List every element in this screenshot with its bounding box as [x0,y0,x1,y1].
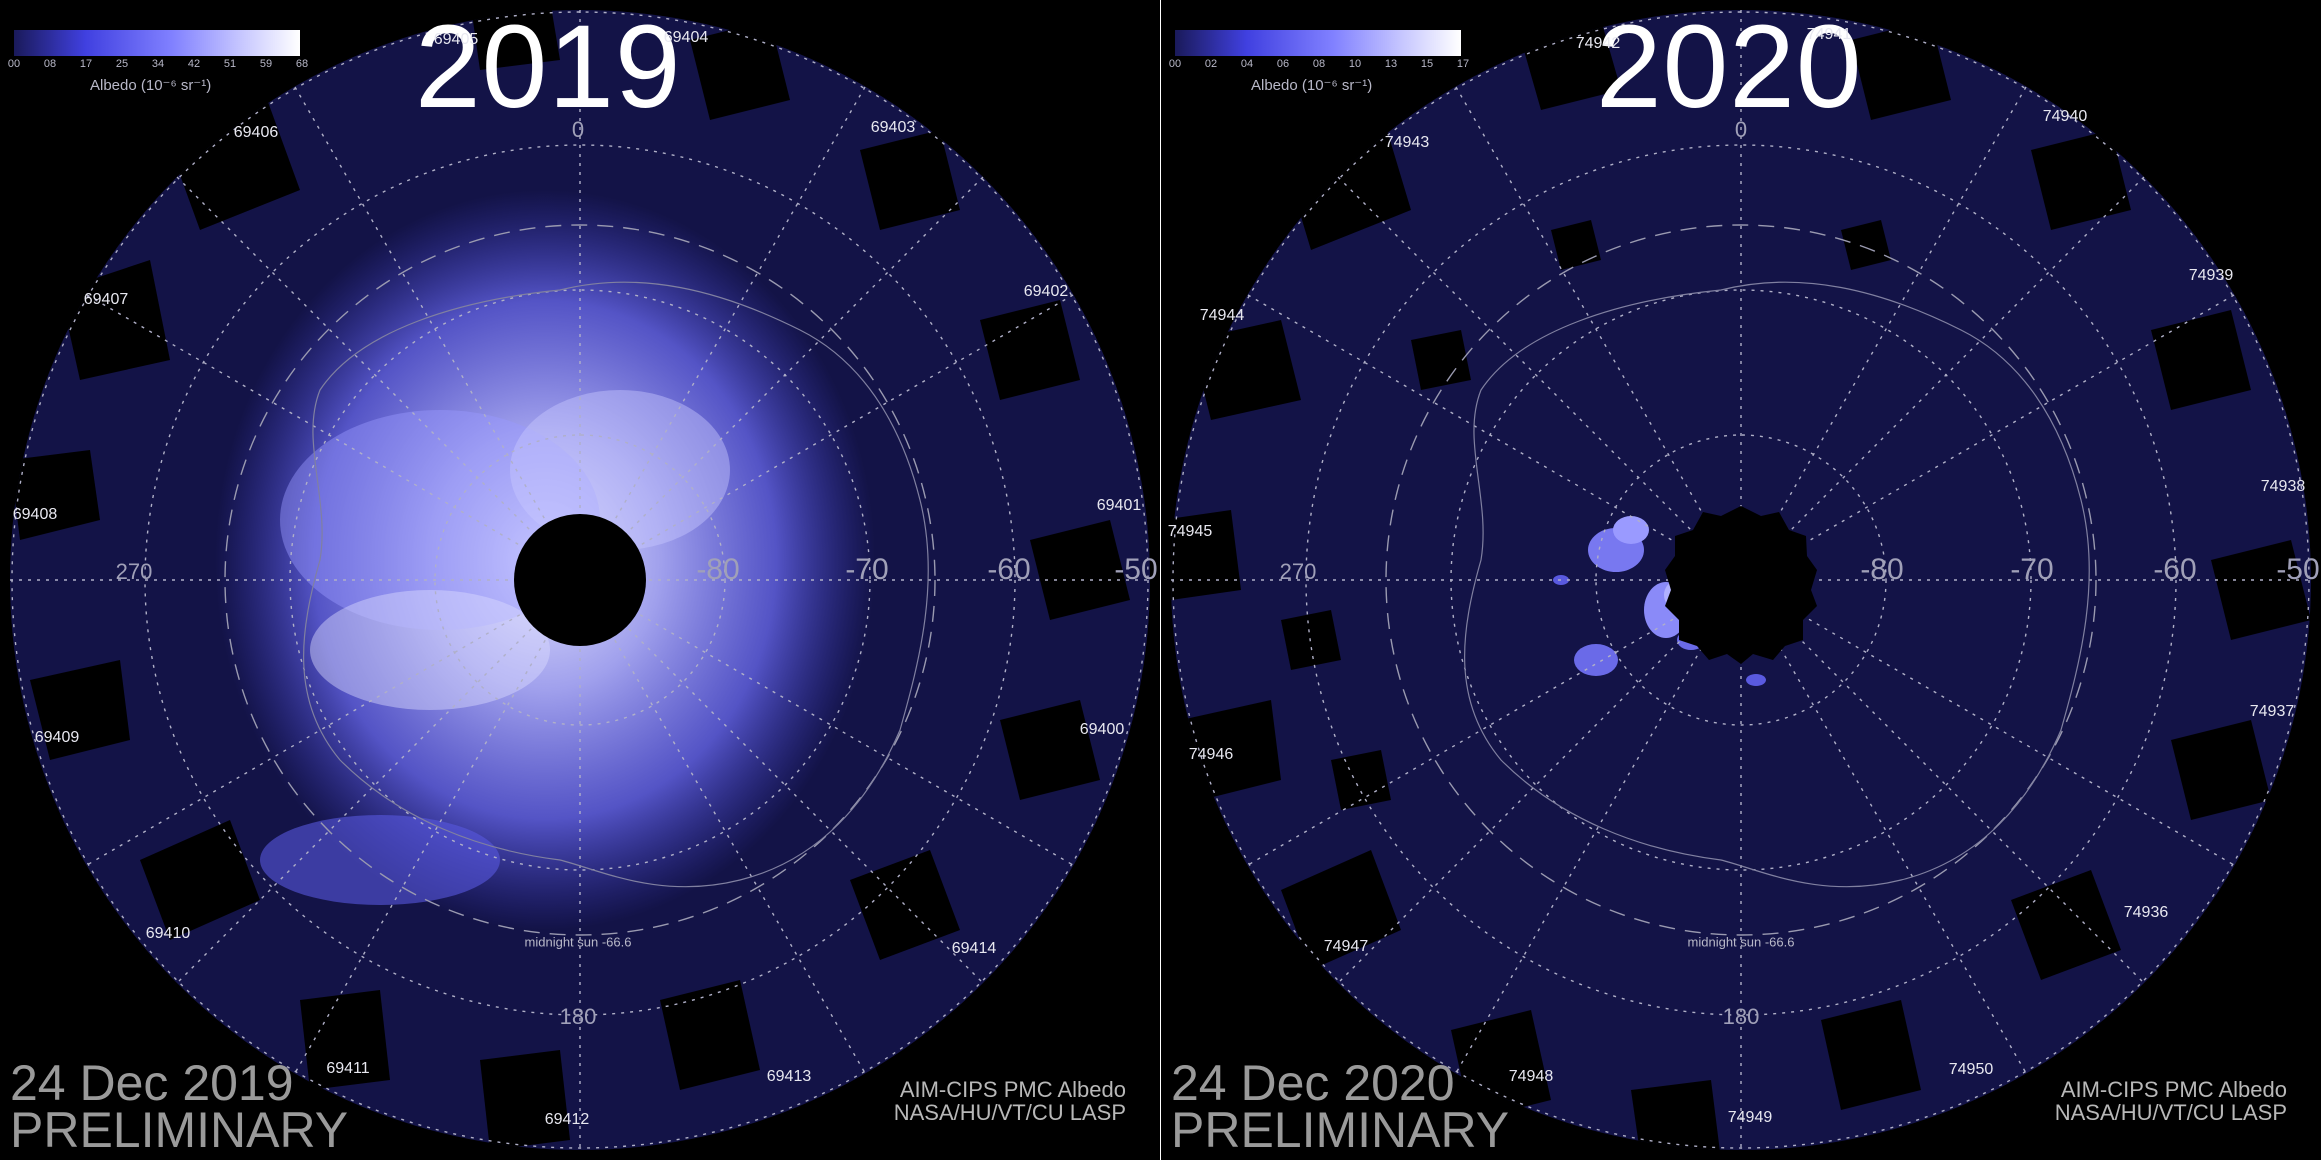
longitude-label: 180 [559,1004,597,1029]
midnight-sun-circle [224,224,936,936]
polar-map-2020 [1171,10,2311,1150]
date-label: 24 Dec 2020 [1171,1055,1455,1111]
orbit-label: 74944 [1199,307,1245,324]
pole-hole [1665,506,1817,664]
latitude-label: -60 [2153,553,2197,586]
colorbar-tick: 68 [295,58,309,70]
panel-2020: 2020 00 02 04 06 08 10 13 15 17 Albedo (… [1161,0,2321,1160]
colorbar-label: Albedo (10⁻⁶ sr⁻¹) [1251,77,1373,94]
midnight-sun-label: midnight sun -66.6 [1687,934,1795,950]
orbit-label: 69400 [1079,721,1125,738]
colorbar-tick: 08 [43,58,57,70]
midnight-sun-label: midnight sun -66.6 [524,934,632,950]
colorbar-tick: 15 [1420,58,1434,70]
orbit-label: 69414 [951,940,997,957]
panel-divider [1160,0,1161,1160]
orbit-label: 69405 [433,31,479,48]
panel-2019: 2019 00 08 17 25 34 42 51 59 68 Albedo (… [0,0,1160,1160]
latitude-label: -70 [845,553,889,586]
orbit-label: 69412 [544,1111,590,1128]
longitude-label: 180 [1722,1004,1760,1029]
credit-line: NASA/HU/VT/CU LASP [893,1099,1126,1125]
credit-line: AIM-CIPS PMC Albedo [899,1076,1126,1102]
latitude-label: -50 [1114,553,1158,586]
colorbar-tick: 17 [1456,58,1470,70]
orbit-label: 74938 [2260,478,2306,495]
cloud-band [310,590,550,710]
antarctica-coastline [1464,281,2090,888]
orbit-label: 69410 [145,925,191,942]
orbit-label: 69401 [1096,497,1142,514]
credit-text: AIM-CIPS PMC Albedo NASA/HU/VT/CU LASP [894,1078,1126,1124]
colorbar-tick: 51 [223,58,237,70]
orbit-gaps [10,10,1130,1150]
colorbar-tick: 08 [1312,58,1326,70]
colorbar-tick: 13 [1384,58,1398,70]
orbit-label: 74945 [1167,523,1213,540]
orbit-label: 74937 [2249,703,2295,720]
status-label: PRELIMINARY [10,1102,349,1158]
orbit-label: 74947 [1323,938,1369,955]
latitude-label: -80 [1860,553,1904,586]
credit-text: AIM-CIPS PMC Albedo NASA/HU/VT/CU LASP [2055,1078,2287,1124]
orbit-label: 74948 [1508,1068,1554,1085]
colorbar-tick: 59 [259,58,273,70]
orbit-label: 74936 [2123,904,2169,921]
date-label: 24 Dec 2019 [10,1055,294,1111]
orbit-label: 69403 [870,119,916,136]
colorbar-tick: 06 [1276,58,1290,70]
orbit-label: 74950 [1948,1061,1994,1078]
orbit-label: 69413 [766,1068,812,1085]
cloud-band [260,815,500,905]
colorbar-tick: 10 [1348,58,1362,70]
colorbar-tick: 04 [1240,58,1254,70]
orbit-label: 74949 [1727,1109,1773,1126]
orbit-label: 74939 [2188,267,2234,284]
credit-line: AIM-CIPS PMC Albedo [2060,1076,2287,1102]
colorbar-tick: 42 [187,58,201,70]
orbit-label: 69411 [326,1060,370,1077]
colorbar-tick: 02 [1204,58,1218,70]
orbit-label: 74941 [1806,26,1852,43]
colorbar-tick: 00 [1168,58,1182,70]
orbit-label: 69402 [1023,283,1069,300]
status-label: PRELIMINARY [1171,1102,1510,1158]
longitude-label: 270 [115,559,153,584]
colorbar-tick: 17 [79,58,93,70]
colorbar-ticks: 00 08 17 25 34 42 51 59 68 [8,58,308,72]
orbit-label: 74946 [1188,746,1234,763]
orbit-label: 74940 [2042,108,2088,125]
albedo-colorbar [1175,30,1461,56]
orbit-gaps [1171,20,2311,1150]
latitude-label: -50 [2276,553,2320,586]
colorbar-tick: 25 [115,58,129,70]
albedo-colorbar [14,30,300,56]
latitude-label: -80 [696,553,740,586]
pole-hole [514,514,646,646]
cloud-band [510,390,730,550]
orbit-label: 74942 [1575,35,1621,52]
orbit-label: 69409 [34,729,80,746]
orbit-label: 74943 [1384,134,1430,151]
colorbar-tick: 00 [7,58,21,70]
polar-map-2019 [10,10,1150,1150]
credit-line: NASA/HU/VT/CU LASP [2054,1099,2287,1125]
latitude-label: -60 [987,553,1031,586]
orbit-label: 69406 [233,124,279,141]
longitude-label: 0 [571,117,585,142]
orbit-label: 69407 [83,291,129,308]
latitude-label: -70 [2010,553,2054,586]
orbit-label: 69408 [12,506,58,523]
longitude-label: 270 [1279,559,1317,584]
midnight-sun-circle [1385,224,2097,936]
colorbar-label: Albedo (10⁻⁶ sr⁻¹) [90,77,212,94]
year-title: 2019 [415,1,682,133]
year-title: 2020 [1596,1,1863,133]
colorbar-tick: 34 [151,58,165,70]
antarctica-coastline [303,281,929,888]
colorbar-ticks: 00 02 04 06 08 10 13 15 17 [1169,58,1469,72]
orbit-label: 69404 [663,29,709,46]
longitude-label: 0 [1734,117,1748,142]
